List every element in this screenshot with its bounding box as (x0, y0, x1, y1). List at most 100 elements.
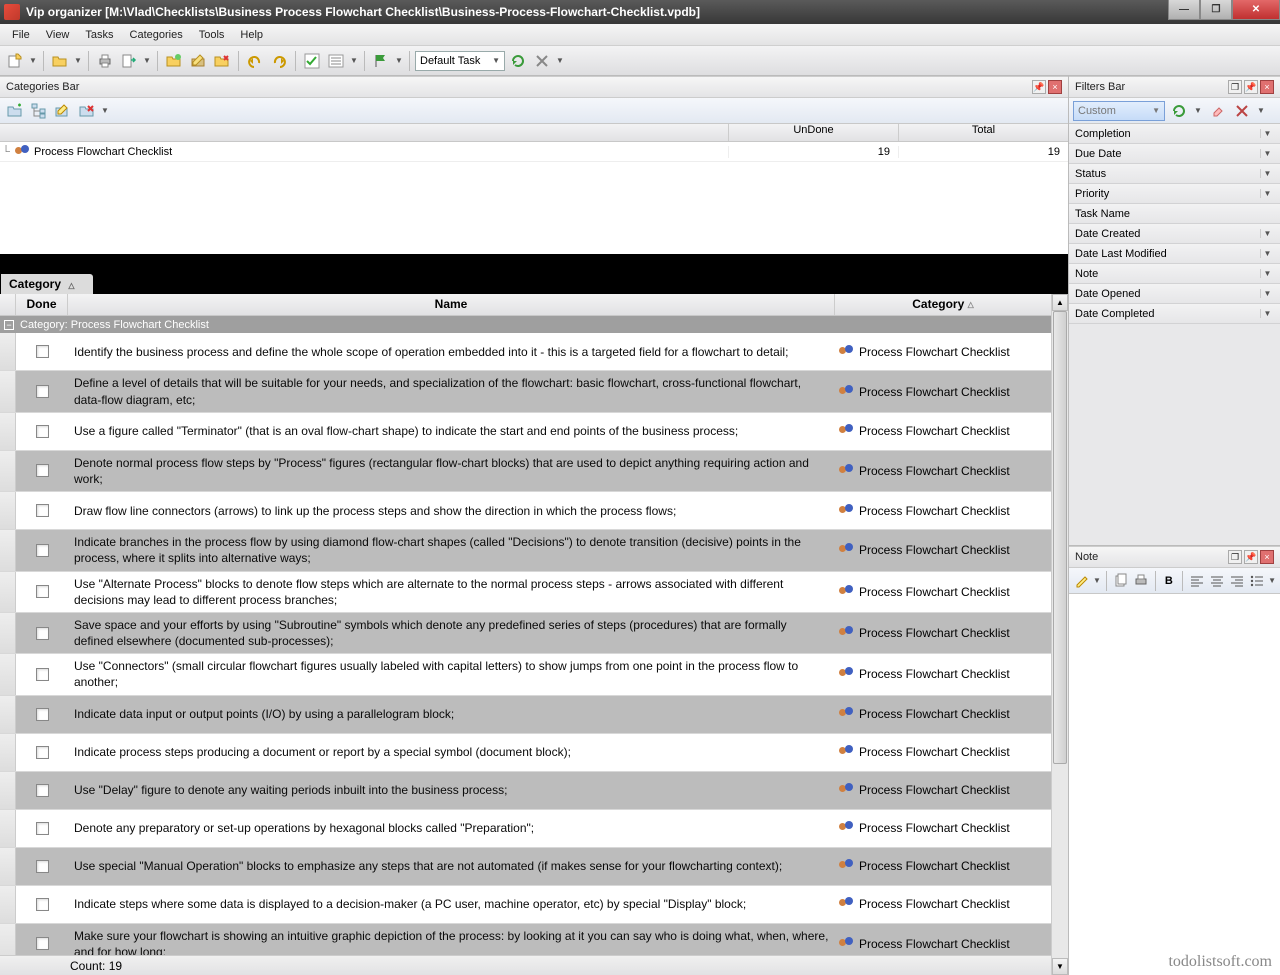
bullets-icon[interactable] (1248, 570, 1266, 592)
check-icon[interactable] (301, 50, 323, 72)
dropdown-arrow-icon[interactable]: ▼ (555, 56, 565, 65)
checkbox[interactable] (36, 668, 49, 681)
checkbox[interactable] (36, 822, 49, 835)
chevron-down-icon[interactable]: ▼ (1260, 149, 1274, 158)
filter-row[interactable]: Due Date▼ (1069, 144, 1280, 164)
checkbox[interactable] (36, 504, 49, 517)
done-cell[interactable] (16, 464, 68, 477)
close-panel-icon[interactable]: × (1260, 80, 1274, 94)
checkbox[interactable] (36, 464, 49, 477)
filter-row[interactable]: Date Last Modified▼ (1069, 244, 1280, 264)
filter-row[interactable]: Date Opened▼ (1069, 284, 1280, 304)
task-row[interactable]: Draw flow line connectors (arrows) to li… (0, 492, 1051, 530)
minimize-button[interactable]: — (1168, 0, 1200, 20)
done-cell[interactable] (16, 385, 68, 398)
checkbox[interactable] (36, 627, 49, 640)
checkbox[interactable] (36, 345, 49, 358)
restore-icon[interactable]: ❐ (1228, 550, 1242, 564)
menu-tools[interactable]: Tools (191, 27, 233, 43)
restore-icon[interactable]: ❐ (1228, 80, 1242, 94)
flag-icon[interactable] (370, 50, 392, 72)
chevron-down-icon[interactable]: ▼ (1260, 169, 1274, 178)
close-panel-icon[interactable]: × (1260, 550, 1274, 564)
col-total[interactable]: Total (898, 124, 1068, 141)
menu-view[interactable]: View (38, 27, 78, 43)
filter-row[interactable]: Completion▼ (1069, 124, 1280, 144)
checkbox[interactable] (36, 385, 49, 398)
clear-icon[interactable] (531, 50, 553, 72)
delete-category-icon[interactable] (211, 50, 233, 72)
done-cell[interactable] (16, 898, 68, 911)
checkbox[interactable] (36, 585, 49, 598)
print-icon[interactable] (94, 50, 116, 72)
checkbox[interactable] (36, 898, 49, 911)
pin-icon[interactable]: 📌 (1032, 80, 1046, 94)
scroll-thumb[interactable] (1053, 311, 1067, 764)
edit-note-icon[interactable] (1073, 570, 1091, 592)
dropdown-arrow-icon[interactable]: ▼ (1256, 106, 1266, 115)
checkbox[interactable] (36, 746, 49, 759)
chevron-down-icon[interactable]: ▼ (1260, 249, 1274, 258)
checkbox[interactable] (36, 784, 49, 797)
align-center-icon[interactable] (1208, 570, 1226, 592)
col-name[interactable] (0, 124, 728, 141)
task-row[interactable]: Use "Delay" figure to denote any waiting… (0, 772, 1051, 810)
task-row[interactable]: Indicate data input or output points (I/… (0, 696, 1051, 734)
close-panel-icon[interactable]: × (1048, 80, 1062, 94)
group-row[interactable]: − Category: Process Flowchart Checklist (0, 316, 1051, 334)
done-cell[interactable] (16, 668, 68, 681)
new-folder-icon[interactable] (4, 100, 26, 122)
chevron-down-icon[interactable]: ▼ (1260, 229, 1274, 238)
task-row[interactable]: Indicate branches in the process flow by… (0, 530, 1051, 571)
scroll-up-icon[interactable]: ▲ (1052, 294, 1068, 311)
task-row[interactable]: Denote normal process flow steps by "Pro… (0, 451, 1051, 492)
apply-filter-icon[interactable] (1168, 100, 1190, 122)
dropdown-arrow-icon[interactable]: ▼ (394, 56, 404, 65)
dropdown-arrow-icon[interactable]: ▼ (1093, 576, 1101, 585)
category-row[interactable]: └ Process Flowchart Checklist 19 19 (0, 142, 1068, 162)
refresh-icon[interactable] (507, 50, 529, 72)
task-row[interactable]: Use "Connectors" (small circular flowcha… (0, 654, 1051, 695)
export-icon[interactable] (118, 50, 140, 72)
col-undone[interactable]: UnDone (728, 124, 898, 141)
filter-row[interactable]: Date Created▼ (1069, 224, 1280, 244)
task-row[interactable]: Make sure your flowchart is showing an i… (0, 924, 1051, 956)
tree-icon[interactable] (28, 100, 50, 122)
col-name[interactable]: Name (68, 294, 835, 315)
pin-icon[interactable]: 📌 (1244, 80, 1258, 94)
dropdown-arrow-icon[interactable]: ▼ (1193, 106, 1203, 115)
align-left-icon[interactable] (1188, 570, 1206, 592)
done-cell[interactable] (16, 544, 68, 557)
menu-help[interactable]: Help (232, 27, 271, 43)
checkbox[interactable] (36, 937, 49, 950)
menu-tasks[interactable]: Tasks (77, 27, 121, 43)
chevron-down-icon[interactable]: ▼ (1260, 189, 1274, 198)
maximize-button[interactable]: ❐ (1200, 0, 1232, 20)
task-row[interactable]: Save space and your efforts by using "Su… (0, 613, 1051, 654)
chevron-down-icon[interactable]: ▼ (1260, 289, 1274, 298)
erase-icon[interactable] (1206, 100, 1228, 122)
dropdown-arrow-icon[interactable]: ▼ (1268, 576, 1276, 585)
menu-categories[interactable]: Categories (122, 27, 191, 43)
undo-icon[interactable] (244, 50, 266, 72)
done-cell[interactable] (16, 504, 68, 517)
new-db-icon[interactable] (4, 50, 26, 72)
bold-icon[interactable]: B (1160, 570, 1177, 592)
task-row[interactable]: Indicate steps where some data is displa… (0, 886, 1051, 924)
checkbox[interactable] (36, 544, 49, 557)
scroll-track[interactable] (1052, 311, 1068, 958)
done-cell[interactable] (16, 585, 68, 598)
checkbox[interactable] (36, 860, 49, 873)
task-row[interactable]: Indicate process steps producing a docum… (0, 734, 1051, 772)
list-icon[interactable] (325, 50, 347, 72)
clear-filter-icon[interactable] (1231, 100, 1253, 122)
print-note-icon[interactable] (1132, 570, 1150, 592)
task-row[interactable]: Define a level of details that will be s… (0, 371, 1051, 412)
task-row[interactable]: Identify the business process and define… (0, 333, 1051, 371)
redo-icon[interactable] (268, 50, 290, 72)
pin-icon[interactable]: 📌 (1244, 550, 1258, 564)
filter-row[interactable]: Priority▼ (1069, 184, 1280, 204)
checkbox[interactable] (36, 425, 49, 438)
done-cell[interactable] (16, 746, 68, 759)
group-chip[interactable]: Category △ (1, 274, 93, 294)
